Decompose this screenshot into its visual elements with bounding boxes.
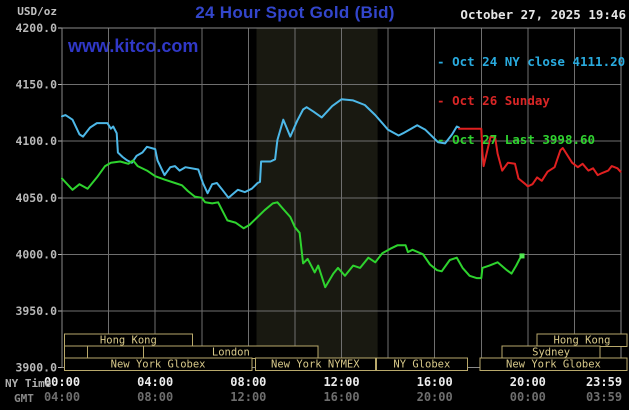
x-axis-gmt-time-label: 04:00 [44,390,80,404]
kitco-watermark-link[interactable]: www.kitco.com [68,36,199,56]
legend-item-oct26: - Oct 26 Sunday [437,94,625,107]
y-axis-tick-label: 4050.0 [15,191,57,205]
legend-item-oct27: - Oct 27 Last 3998.60 [437,133,625,146]
session-box [87,345,145,359]
series-line-1 [458,127,622,188]
chart-legend: - Oct 24 NY close 4111.20 - Oct 26 Sunda… [437,29,625,172]
y-axis-units-label: USD/oz [17,5,57,18]
y-axis-tick-label: 4150.0 [15,78,57,92]
legend-text-oct26: Oct 26 Sunday [452,93,550,108]
x-axis-ny-time-label: 16:00 [417,375,453,389]
session-label: Sydney [532,347,570,359]
x-axis-ny-time-label: 08:00 [230,375,266,389]
x-axis-header-ny-time: NY Time [5,377,52,390]
y-axis-tick-label: 4200.0 [15,21,57,35]
chart-datetime: October 27, 2025 19:46 [460,7,626,22]
session-label: New York Globex [506,359,601,371]
series-line-0 [61,98,461,199]
series-last-marker [519,253,525,259]
legend-dash-oct24: - [437,54,453,69]
x-axis-gmt-time-label: 08:00 [137,390,173,404]
session-box [375,357,468,371]
session-label: Hong Kong [554,335,611,347]
session-box [63,357,253,371]
session-box [63,345,89,359]
session-label: Hong Kong [100,335,157,347]
session-box [479,357,628,371]
series-line-2 [61,159,523,289]
x-axis-ny-time-label: 12:00 [323,375,359,389]
legend-dash-oct27: - [437,132,453,147]
session-box [254,357,376,371]
x-axis-ny-time-label: 20:00 [510,375,546,389]
x-axis-ny-time-label: 00:00 [44,375,80,389]
x-axis-gmt-time-label: 03:59 [586,390,622,404]
x-axis-gmt-time-label: 00:00 [510,390,546,404]
session-label: NY Globex [393,359,450,371]
x-axis-ny-time-label: 04:00 [137,375,173,389]
y-axis-tick-label: 4000.0 [15,247,57,261]
x-axis-header-gmt: GMT [14,392,34,405]
y-axis-tick-label: 3950.0 [15,304,57,318]
x-axis-gmt-time-label: 12:00 [230,390,266,404]
session-label: New York Globex [111,359,206,371]
y-axis-tick-label: 3900.0 [15,361,57,375]
x-axis-ny-time-label: 23:59 [586,375,622,389]
x-axis-gmt-time-label: 16:00 [323,390,359,404]
legend-item-oct24: - Oct 24 NY close 4111.20 [437,55,625,68]
session-label: New York NYMEX [271,359,360,371]
session-label: London [212,347,250,359]
chart-title: 24 Hour Spot Gold (Bid) [195,3,395,22]
legend-text-oct24: Oct 24 NY close 4111.20 [452,54,626,69]
legend-dash-oct26: - [437,93,453,108]
x-axis-gmt-time-label: 20:00 [417,390,453,404]
y-axis-tick-label: 4100.0 [15,134,57,148]
legend-text-oct27: Oct 27 Last 3998.60 [452,132,596,147]
